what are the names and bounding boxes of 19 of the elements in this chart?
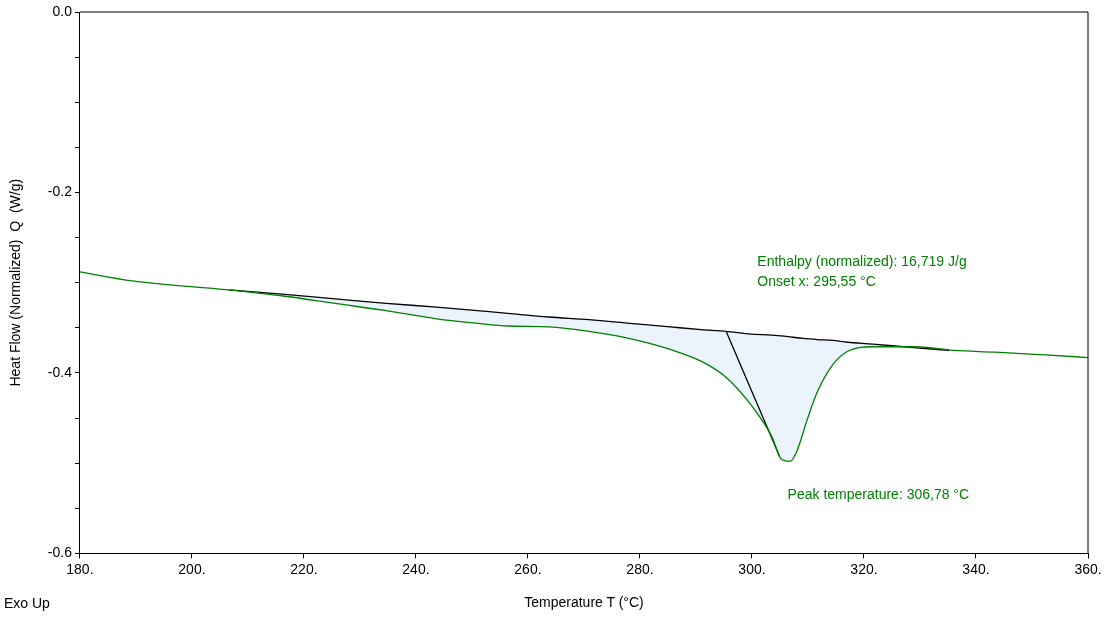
x-axis-title: Temperature T (°C) (524, 594, 644, 611)
x-tick-label: 360. (1074, 560, 1102, 577)
y-tick-label: -0.6 (47, 544, 73, 561)
x-tick-label: 240. (402, 560, 430, 577)
x-tick-label: 300. (738, 560, 766, 577)
y-tick-label: 0.0 (52, 2, 73, 19)
y-tick-label: -0.2 (47, 183, 73, 200)
x-tick-label: 340. (962, 560, 990, 577)
x-tick-label: 320. (850, 560, 878, 577)
y-tick-label: -0.4 (47, 363, 73, 380)
x-tick-label: 220. (290, 560, 318, 577)
x-tick-label: 280. (626, 560, 654, 577)
x-tick-label: 180. (66, 560, 94, 577)
annotation: Peak temperature: 306,78 °C (787, 486, 970, 503)
annotation: Enthalpy (normalized): 16,719 J/g Onset x: 295,55 °C (757, 253, 967, 290)
x-tick-label: 260. (514, 560, 542, 577)
text: Exo Up (4, 595, 51, 611)
y-axis-title: Heat Flow (Normalized) Q (W/g) (7, 178, 24, 387)
x-tick-label: 200. (178, 560, 206, 577)
